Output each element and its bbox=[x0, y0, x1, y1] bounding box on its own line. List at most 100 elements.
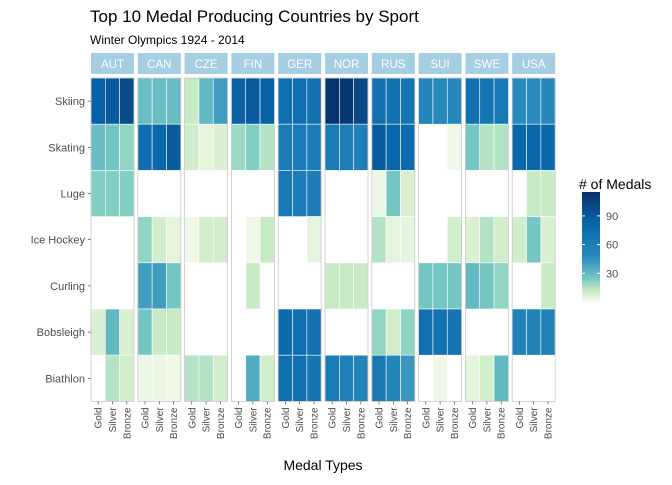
x-tick-label: Gold bbox=[187, 407, 198, 428]
facet-strip-label: NOR bbox=[334, 59, 360, 71]
facet-strip bbox=[184, 53, 228, 74]
heatmap-cell bbox=[511, 216, 527, 264]
heatmap-cell bbox=[540, 308, 556, 356]
x-tick-label: Silver bbox=[436, 407, 447, 433]
heatmap-cell bbox=[105, 170, 120, 217]
facet-strip bbox=[278, 53, 322, 74]
x-tick-label: Silver bbox=[155, 407, 166, 433]
heatmap-cell bbox=[306, 123, 322, 171]
heatmap-cell bbox=[212, 77, 228, 125]
x-tick-label: Silver bbox=[108, 407, 119, 433]
heatmap-cell bbox=[511, 123, 527, 171]
heatmap-cell bbox=[511, 308, 527, 356]
heatmap-cell bbox=[353, 77, 369, 125]
facet-strip bbox=[418, 53, 462, 74]
x-tick-label: Gold bbox=[421, 407, 432, 428]
heatmap-cell bbox=[105, 123, 120, 171]
heatmap-cell bbox=[371, 123, 387, 171]
heatmap-cell bbox=[540, 216, 556, 264]
heatmap-cell bbox=[137, 77, 153, 125]
y-tick-label: Biathlon bbox=[45, 373, 85, 385]
heatmap-cell bbox=[151, 77, 167, 125]
facet-panel-sui: SUI Gold Silver Bronze bbox=[418, 53, 463, 439]
heatmap-cell bbox=[184, 354, 200, 402]
x-tick-label: Bronze bbox=[169, 407, 180, 439]
heatmap-cell bbox=[446, 123, 462, 171]
x-tick-label: Bronze bbox=[544, 407, 555, 439]
heatmap-cell bbox=[184, 77, 200, 125]
heatmap-cell bbox=[198, 216, 214, 264]
heatmap-cell bbox=[526, 308, 542, 356]
heatmap-cell bbox=[231, 123, 247, 171]
heatmap-cell bbox=[292, 123, 308, 171]
heatmap-cell bbox=[324, 77, 340, 125]
heatmap-cell bbox=[198, 123, 214, 171]
heatmap-cell bbox=[371, 216, 387, 264]
x-tick-label: Bronze bbox=[263, 407, 274, 439]
facet-panel-aut: AUT Gold Silver Bronze bbox=[90, 53, 135, 439]
heatmap-cell bbox=[292, 170, 308, 217]
heatmap-cell bbox=[212, 123, 228, 171]
heatmap-cell bbox=[385, 216, 401, 264]
x-tick-label: Gold bbox=[234, 407, 245, 428]
heatmap-cell bbox=[166, 354, 182, 402]
facet-panel-fin: FIN Gold Silver Bronze bbox=[230, 53, 275, 439]
heatmap-cell bbox=[166, 262, 182, 310]
facet-strip-label: SWE bbox=[474, 59, 501, 71]
x-tick-label: Gold bbox=[94, 407, 105, 428]
heatmap-cell bbox=[212, 216, 228, 264]
heatmap-cell bbox=[540, 77, 556, 125]
heatmap-cell bbox=[198, 354, 214, 402]
facet-panel-can: CAN Gold Silver Bronze bbox=[137, 53, 182, 439]
heatmap-cell bbox=[231, 77, 247, 125]
facet-strip bbox=[465, 53, 509, 74]
heatmap-cell bbox=[306, 216, 322, 264]
chart-title: Top 10 Medal Producing Countries by Spor… bbox=[90, 7, 419, 26]
heatmap-cell bbox=[493, 77, 509, 125]
x-tick-label: Silver bbox=[248, 407, 259, 433]
heatmap-cell bbox=[137, 123, 153, 171]
heatmap-cell bbox=[540, 123, 556, 171]
heatmap-cell bbox=[479, 262, 495, 310]
heatmap-cell bbox=[385, 123, 401, 171]
y-tick-label: Luge bbox=[61, 189, 85, 201]
heatmap-cell bbox=[418, 77, 434, 125]
heatmap-cell bbox=[385, 308, 401, 356]
heatmap-cell bbox=[400, 77, 416, 125]
heatmap-cell bbox=[137, 262, 153, 310]
x-tick-label: Gold bbox=[281, 407, 292, 428]
heatmap-cell bbox=[385, 170, 401, 217]
heatmap-cell bbox=[446, 216, 462, 264]
heatmap-cell bbox=[306, 308, 322, 356]
heatmap-cell bbox=[465, 77, 481, 125]
y-tick-label: Skiing bbox=[55, 96, 85, 108]
heatmap-cell bbox=[511, 77, 527, 125]
heatmap-cell bbox=[540, 262, 556, 310]
y-tick-labels: Skiing Skating Luge Ice Hockey Curling Bobsle… bbox=[31, 96, 91, 385]
facet-panel-ger: GER Gold Silver Bronze bbox=[277, 53, 322, 439]
x-tick-label: Bronze bbox=[310, 407, 321, 439]
heatmap-cell bbox=[400, 308, 416, 356]
heatmap-cell bbox=[400, 354, 416, 402]
x-tick-label: Silver bbox=[342, 407, 353, 433]
facet-strip bbox=[91, 53, 134, 74]
heatmap-cell bbox=[493, 354, 509, 402]
facet-strip bbox=[371, 53, 415, 74]
heatmap-cell bbox=[371, 77, 387, 125]
heatmap-cell bbox=[105, 354, 120, 402]
heatmap-cell bbox=[479, 77, 495, 125]
heatmap-cell bbox=[432, 354, 448, 402]
heatmap-cell bbox=[245, 216, 261, 264]
heatmap-cell bbox=[371, 170, 387, 217]
heatmap-cell bbox=[465, 216, 481, 264]
heatmap-cell bbox=[479, 354, 495, 402]
heatmap-cell bbox=[324, 262, 340, 310]
y-tick-label: Curling bbox=[50, 281, 85, 293]
heatmap-cell bbox=[540, 170, 556, 217]
x-tick-label: Bronze bbox=[450, 407, 461, 439]
legend-tick-label: 60 bbox=[606, 240, 618, 252]
heatmap-cell bbox=[166, 308, 182, 356]
facet-panel-usa: USA Gold Silver Bronze bbox=[511, 53, 556, 439]
